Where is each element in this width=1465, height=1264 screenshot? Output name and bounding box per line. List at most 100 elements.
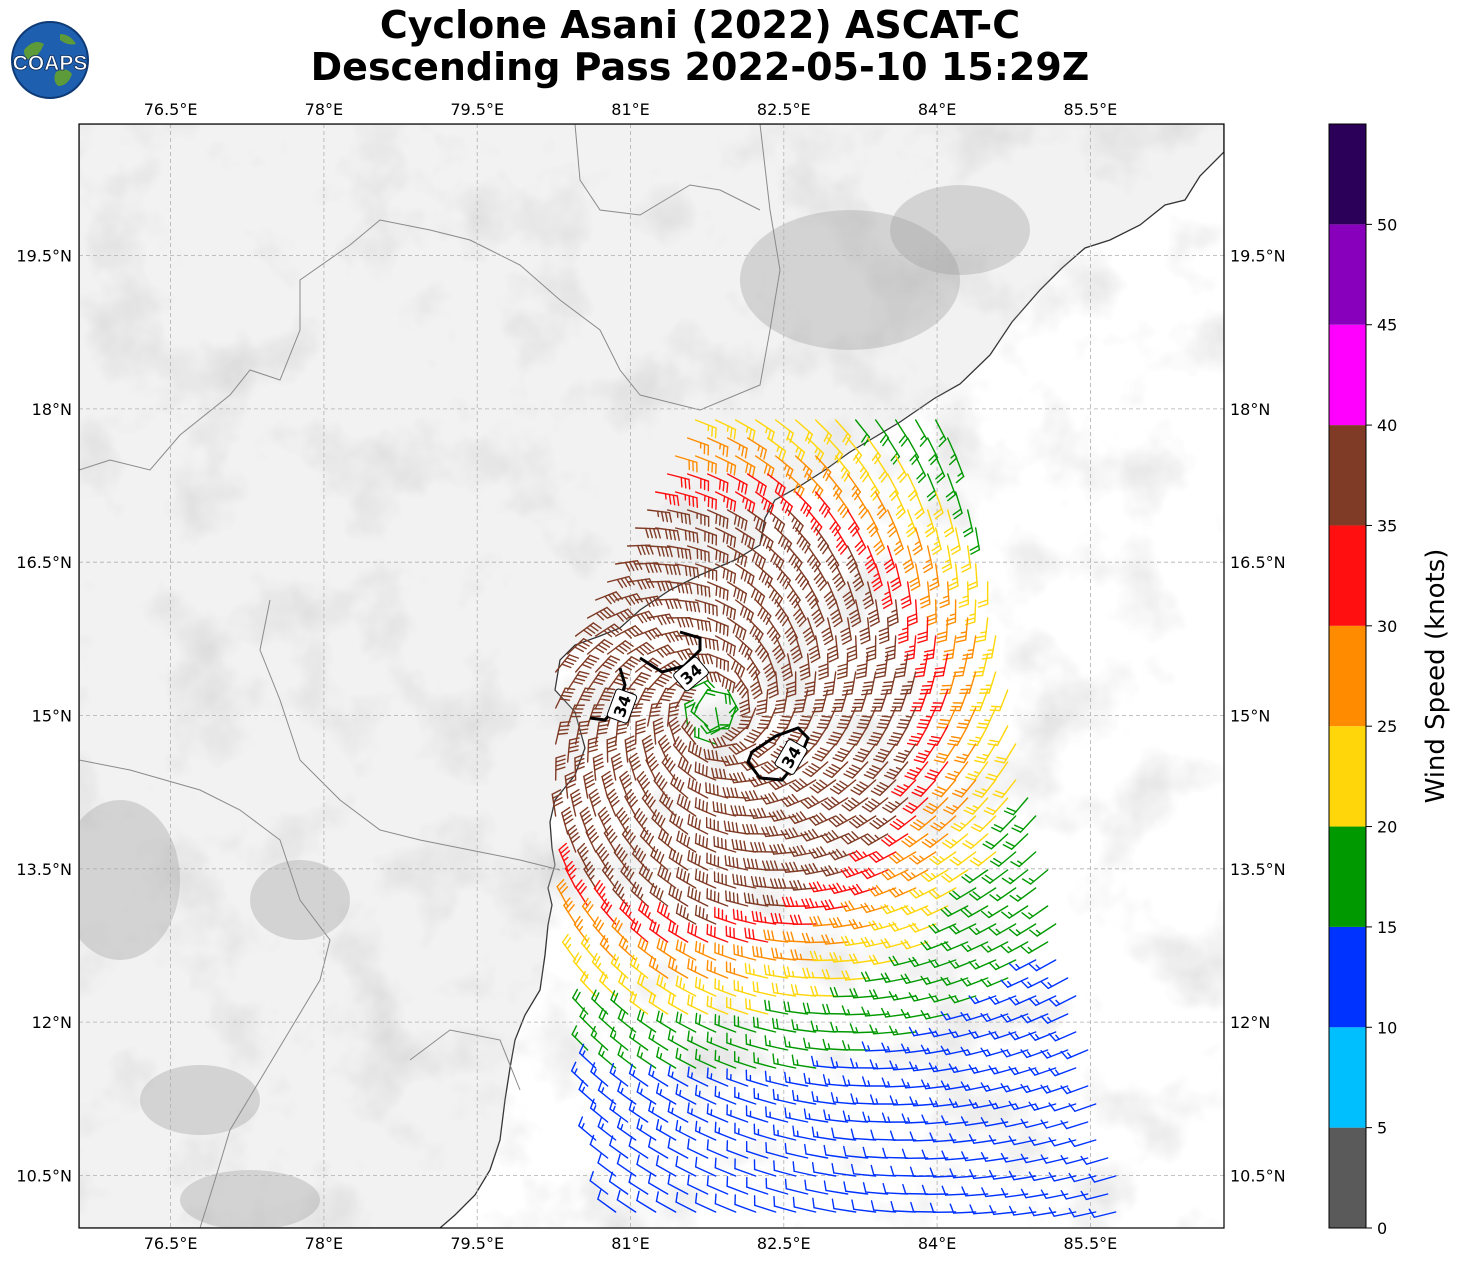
wind-barb <box>834 455 851 482</box>
wind-barb <box>734 1122 757 1141</box>
wind-barb <box>753 1087 777 1105</box>
wind-barb <box>980 977 1009 988</box>
wind-barb <box>586 704 605 727</box>
wind-barb <box>784 1178 809 1195</box>
wind-barb <box>650 846 669 871</box>
wind-barb <box>667 956 689 979</box>
wind-barb <box>1011 815 1037 833</box>
wind-barb <box>809 950 837 962</box>
wind-barb <box>823 1144 849 1159</box>
wind-barb <box>948 923 977 935</box>
wind-barb <box>566 670 590 691</box>
wind-barb <box>753 1123 777 1141</box>
wind-barb <box>919 581 931 609</box>
wind-barb <box>850 1163 877 1177</box>
wind-barb <box>921 833 949 849</box>
wind-barb <box>561 806 574 835</box>
wind-barb <box>675 939 697 961</box>
wind-barb <box>734 419 756 441</box>
wind-barb <box>969 1204 997 1215</box>
colorbar-tick-label: 45 <box>1377 316 1397 335</box>
wind-barb <box>621 825 637 853</box>
wind-barb <box>773 1160 797 1177</box>
lon-tick-top: 84°E <box>918 100 956 119</box>
wind-barb <box>645 752 659 781</box>
wind-barb <box>657 865 677 889</box>
wind-barb <box>980 905 1009 919</box>
wind-barb <box>706 1175 729 1195</box>
wind-barb <box>834 419 852 446</box>
wind-barb <box>667 1029 689 1051</box>
wind-barb <box>969 851 997 867</box>
wind-barb <box>666 617 694 628</box>
wind-barb <box>972 779 997 798</box>
wind-barb <box>988 995 1017 1005</box>
wind-barb <box>962 509 974 538</box>
wind-barb <box>960 977 989 987</box>
wind-barb <box>878 617 890 645</box>
wind-barb <box>880 868 909 881</box>
wind-barb <box>726 617 747 641</box>
map-frame <box>78 123 1225 1229</box>
wind-barb <box>1020 1049 1049 1059</box>
wind-barb <box>694 904 717 925</box>
wind-barb <box>589 1171 609 1195</box>
wind-barb <box>881 581 893 609</box>
colorbar-frame <box>1328 123 1367 1229</box>
wind-barb <box>714 527 737 548</box>
wind-barb <box>901 1113 929 1124</box>
wind-barb <box>581 897 597 925</box>
wind-barb <box>629 954 649 979</box>
wind-barb <box>863 761 889 780</box>
wind-barb <box>567 824 581 853</box>
wind-barb <box>694 940 717 961</box>
wind-barb <box>850 689 869 712</box>
wind-barb <box>960 545 972 573</box>
wind-barb <box>803 1108 829 1123</box>
wind-barb <box>862 1146 889 1159</box>
wind-barb <box>881 1112 909 1123</box>
wind-barb <box>968 959 997 970</box>
wind-barb <box>594 623 623 638</box>
wind-barb <box>714 419 737 440</box>
wind-barb <box>609 1099 629 1123</box>
wind-barb <box>831 1127 857 1141</box>
wind-barb <box>861 1076 889 1087</box>
wind-barb <box>788 844 817 857</box>
wind-barb <box>714 563 737 584</box>
wind-barb <box>655 1155 677 1177</box>
wind-barb <box>780 653 793 682</box>
wind-barb <box>746 545 766 569</box>
wind-barb <box>850 779 877 796</box>
wind-barb <box>687 1138 709 1159</box>
wind-barb <box>849 1023 877 1034</box>
wind-barb <box>870 779 897 797</box>
wind-barb <box>794 527 811 554</box>
wind-barb <box>920 1010 949 1020</box>
wind-barb <box>809 779 837 794</box>
wind-barb <box>808 846 837 859</box>
wind-barb <box>628 1136 649 1159</box>
wind-barb <box>939 581 950 609</box>
wind-barb <box>786 581 801 609</box>
wind-barb <box>674 491 699 509</box>
wind-barb <box>792 1161 817 1177</box>
wind-barb <box>744 962 769 979</box>
wind-barb <box>631 844 649 871</box>
wind-barb <box>888 851 917 864</box>
wind-barb <box>1021 869 1049 885</box>
wind-barb <box>854 455 870 483</box>
wind-barb <box>668 716 682 745</box>
wind-barb <box>790 984 817 997</box>
wind-barb <box>880 904 909 915</box>
wind-barb <box>810 985 837 997</box>
wind-barb <box>922 797 949 815</box>
wind-barb <box>808 812 837 826</box>
wind-barb <box>641 734 655 763</box>
wind-barb <box>765 1106 789 1123</box>
wind-barb <box>802 617 816 646</box>
wind-barb <box>687 740 709 763</box>
wind-barb <box>834 527 848 555</box>
wind-barb <box>924 509 936 538</box>
